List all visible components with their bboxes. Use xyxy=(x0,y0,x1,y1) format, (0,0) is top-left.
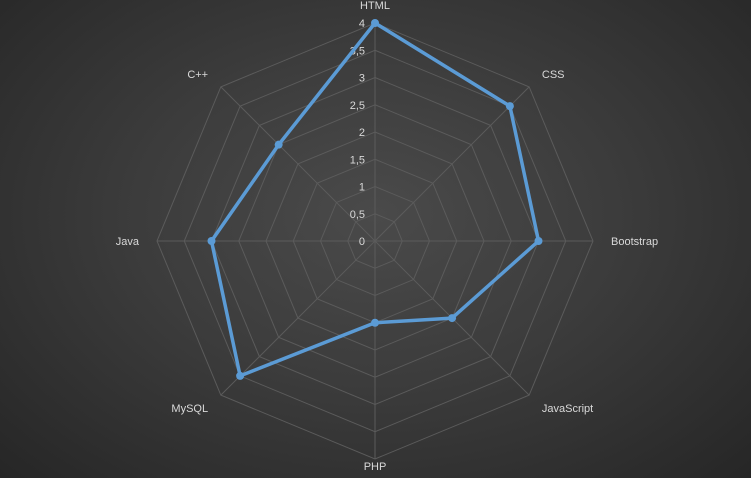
tick-label: 2 xyxy=(359,127,365,139)
category-label: Java xyxy=(116,236,140,248)
tick-label: 0,5 xyxy=(350,209,365,221)
data-point-java xyxy=(207,237,216,245)
tick-label: 2,5 xyxy=(350,100,365,112)
data-point-c- xyxy=(274,140,283,149)
tick-label: 1 xyxy=(359,182,365,194)
category-label: MySQL xyxy=(171,403,208,415)
category-label: Bootstrap xyxy=(611,236,658,248)
spoke-5 xyxy=(220,240,376,396)
data-point-css xyxy=(505,102,514,111)
data-point-javascript xyxy=(448,314,457,323)
spoke-7 xyxy=(220,86,376,242)
tick-label: 3 xyxy=(359,73,365,85)
spoke-1 xyxy=(374,86,530,242)
category-label: C++ xyxy=(187,69,208,81)
data-point-php xyxy=(371,318,379,327)
category-label: HTML xyxy=(360,0,390,12)
grid-layer xyxy=(156,22,594,460)
data-point-mysql xyxy=(236,371,245,380)
series-layer xyxy=(207,19,543,380)
data-point-bootstrap xyxy=(534,237,543,245)
category-label: CSS xyxy=(542,69,565,81)
category-label: PHP xyxy=(364,461,387,473)
data-point-html xyxy=(371,19,379,27)
tick-label: 1,5 xyxy=(350,154,365,166)
category-label: JavaScript xyxy=(542,403,593,415)
tick-label: 4 xyxy=(359,18,365,30)
tick-labels: 00,511,522,533,54 xyxy=(350,18,365,248)
tick-label: 0 xyxy=(359,236,365,248)
category-labels: HTML CSS Bootstrap JavaScript PHP MySQL Java C+… xyxy=(116,0,658,473)
